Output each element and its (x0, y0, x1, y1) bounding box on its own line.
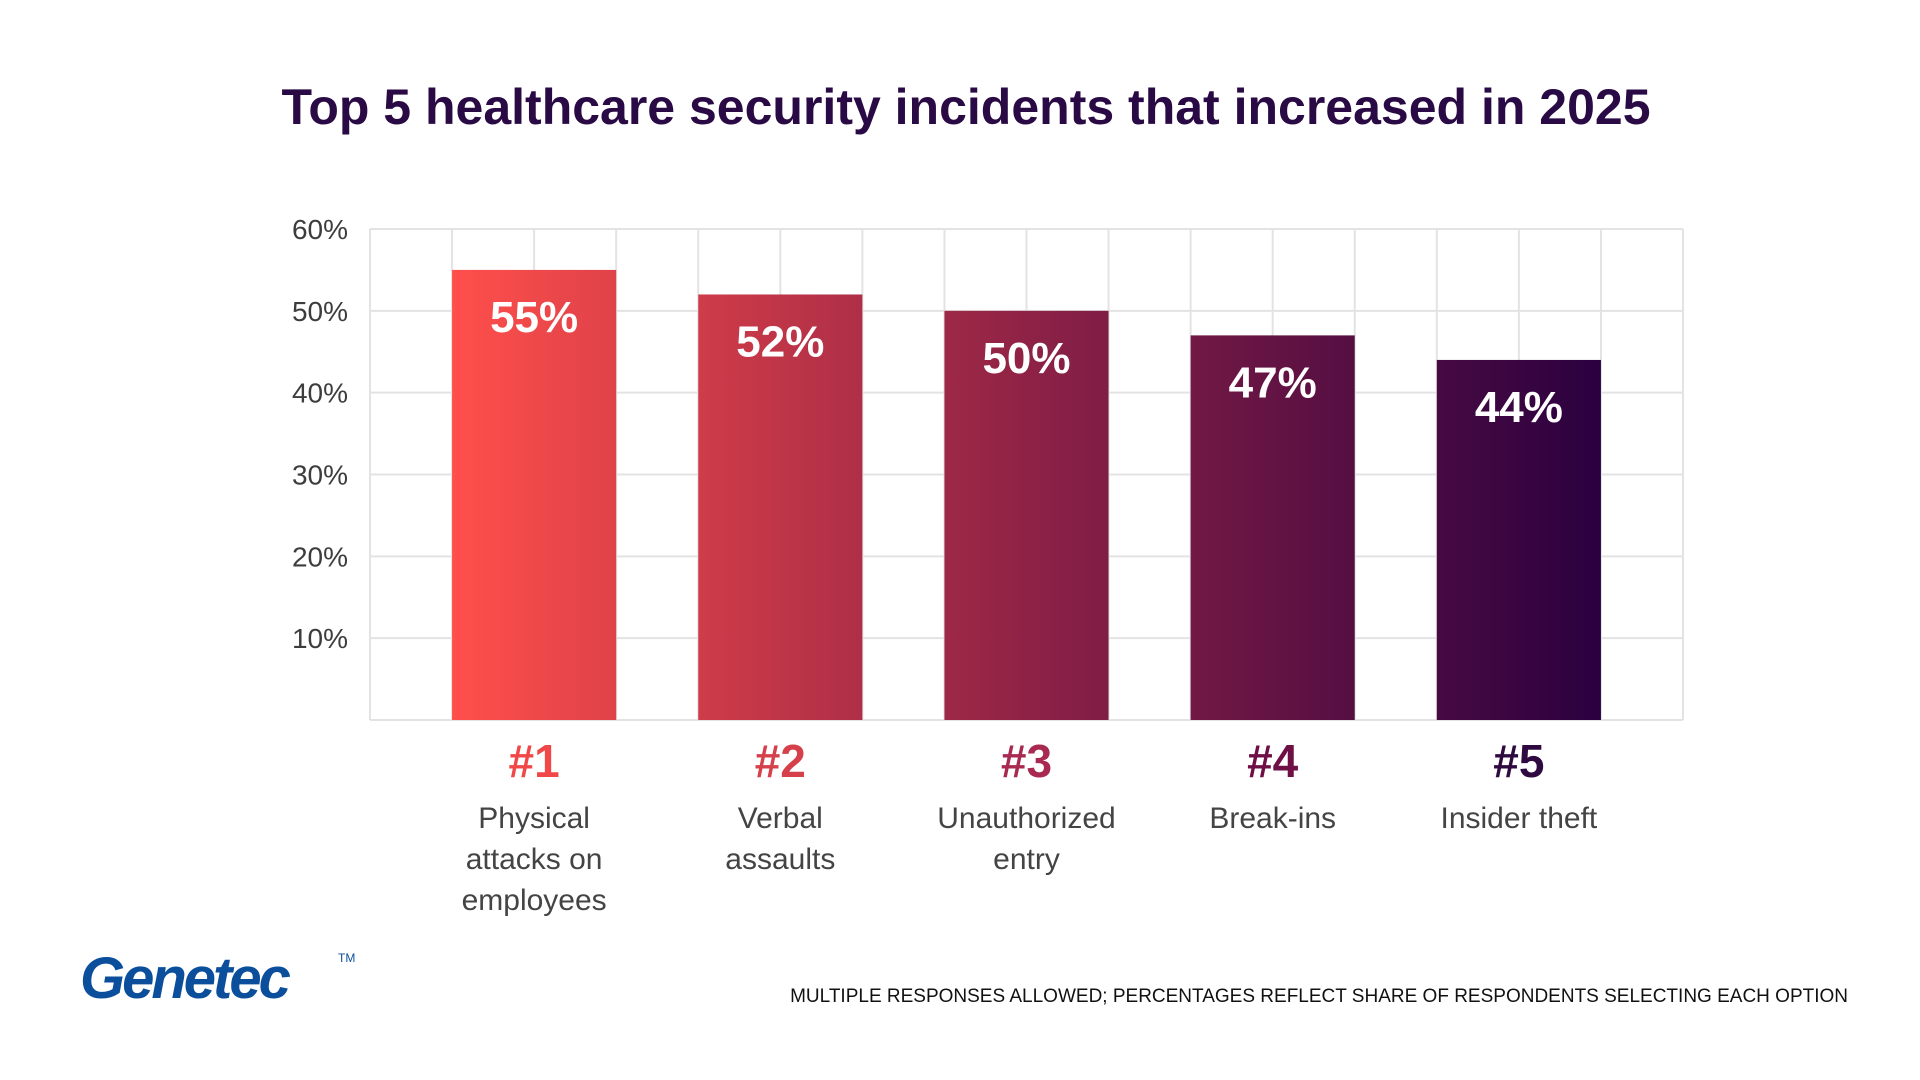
bar (944, 310, 1109, 720)
y-tick-label: 50% (292, 296, 348, 327)
rank-label: #3 (1001, 735, 1052, 787)
y-tick-label: 10% (292, 623, 348, 654)
y-axis: 10% 20% 30% 40% 50% 60% (292, 214, 348, 654)
category-label: assaults (725, 843, 835, 876)
footnote: MULTIPLE RESPONSES ALLOWED; PERCENTAGES … (790, 986, 1848, 1007)
logo-text: Genetec (80, 946, 291, 1011)
bar-value-label: 52% (736, 317, 824, 366)
category-label: attacks on (466, 843, 603, 876)
rank-label: #5 (1493, 735, 1544, 787)
x-axis: #1 Physical attacks on employees #2 Verbal ass… (462, 735, 1598, 917)
y-tick-label: 60% (292, 214, 348, 245)
bar-value-label: 44% (1475, 383, 1563, 432)
category-label: entry (993, 843, 1060, 876)
bar-value-label: 55% (490, 293, 578, 342)
bar (452, 269, 617, 720)
y-tick-label: 40% (292, 378, 348, 409)
bars: 55% 52% 50% 47% 44% (452, 269, 1601, 720)
logo-trademark: TM (338, 951, 355, 965)
bar (1190, 335, 1355, 720)
bar (1436, 359, 1601, 720)
category-label: Verbal (738, 802, 823, 835)
rank-label: #2 (755, 735, 806, 787)
rank-label: #4 (1247, 735, 1299, 787)
category-label: employees (462, 884, 607, 917)
category-label: Break-ins (1209, 802, 1336, 835)
rank-label: #1 (509, 735, 560, 787)
category-label: Physical (478, 802, 590, 835)
bar-value-label: 47% (1229, 358, 1317, 407)
bar-value-label: 50% (982, 334, 1070, 383)
y-tick-label: 30% (292, 460, 348, 491)
bar (698, 294, 863, 720)
category-label: Insider theft (1440, 802, 1597, 835)
genetec-logo: Genetec TM (80, 946, 355, 1011)
y-tick-label: 20% (292, 541, 348, 572)
chart-title: Top 5 healthcare security incidents that… (281, 79, 1650, 135)
category-label: Unauthorized (937, 802, 1115, 835)
